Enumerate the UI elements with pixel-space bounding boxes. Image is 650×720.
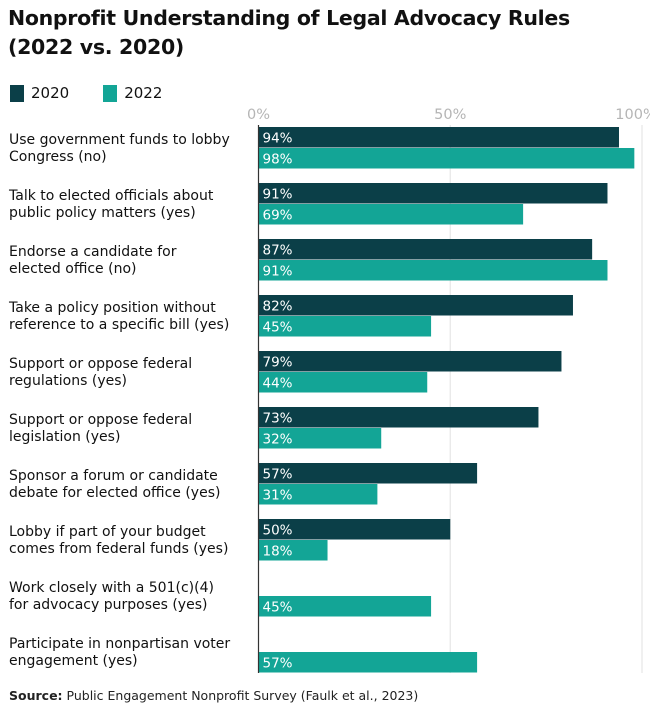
- data-label: 32%: [263, 432, 293, 448]
- category-label: Congress (no): [9, 149, 107, 165]
- bar-2022: [258, 652, 478, 673]
- bar-2020: [258, 463, 478, 484]
- category-label: engagement (yes): [9, 653, 138, 669]
- chart-title: Nonprofit Understanding of Legal Advocac…: [8, 4, 570, 62]
- source-note: Source: Public Engagement Nonprofit Surv…: [9, 688, 418, 703]
- category-label: reference to a specific bill (yes): [9, 317, 229, 333]
- bar-2022: [258, 540, 328, 561]
- data-label: 91%: [263, 187, 293, 203]
- legend-label-2020: 2020: [31, 84, 70, 102]
- legend-item-2020: 2020: [10, 84, 69, 102]
- category-label: Work closely with a 501(c)(4): [9, 580, 214, 596]
- category-label: debate for elected office (yes): [9, 485, 220, 501]
- bar-2022: [258, 372, 428, 393]
- data-label: 79%: [263, 355, 293, 371]
- data-label: 57%: [263, 656, 293, 672]
- category-label: elected office (no): [9, 261, 136, 277]
- data-label: 94%: [263, 131, 293, 147]
- category-label: Support or oppose federal: [9, 356, 192, 372]
- data-label: 44%: [263, 376, 293, 392]
- bar-2022: [258, 428, 382, 449]
- data-label: 50%: [263, 523, 293, 539]
- source-label: Source:: [9, 688, 63, 703]
- category-label: legislation (yes): [9, 429, 120, 445]
- category-label: Support or oppose federal: [9, 412, 192, 428]
- data-label: 98%: [263, 152, 293, 168]
- bar-2020: [258, 239, 593, 260]
- legend: 2020 2022: [10, 84, 162, 102]
- data-label: 91%: [263, 264, 293, 280]
- bar-2020: [258, 519, 451, 540]
- data-label: 45%: [263, 600, 293, 616]
- bar-2020: [258, 295, 573, 316]
- bar-2022: [258, 260, 608, 281]
- bar-2022: [258, 204, 524, 225]
- source-text: Public Engagement Nonprofit Survey (Faul…: [66, 688, 419, 703]
- x-tick-label: 0%: [247, 107, 270, 123]
- x-tick-label: 100%: [615, 107, 650, 123]
- bar-2022: [258, 148, 635, 169]
- data-label: 57%: [263, 467, 293, 483]
- data-label: 45%: [263, 320, 293, 336]
- bar-2022: [258, 596, 432, 617]
- category-label: for advocacy purposes (yes): [9, 597, 207, 613]
- title-line-1: Nonprofit Understanding of Legal Advocac…: [8, 6, 570, 30]
- legend-item-2022: 2022: [103, 84, 162, 102]
- data-label: 73%: [263, 411, 293, 427]
- data-label: 69%: [263, 208, 293, 224]
- bar-2022: [258, 484, 378, 505]
- category-label: public policy matters (yes): [9, 205, 196, 221]
- data-label: 82%: [263, 299, 293, 315]
- data-label: 18%: [263, 544, 293, 560]
- title-line-2: (2022 vs. 2020): [8, 35, 184, 59]
- category-label: Take a policy position without: [8, 300, 216, 316]
- bar-2022: [258, 316, 432, 337]
- legend-swatch-2020: [10, 84, 24, 102]
- bar-2020: [258, 183, 608, 204]
- category-label: Endorse a candidate for: [9, 244, 177, 260]
- category-label: comes from federal funds (yes): [9, 541, 228, 557]
- legend-swatch-2022: [103, 84, 118, 102]
- category-label: Participate in nonpartisan voter: [9, 636, 230, 652]
- bar-2020: [258, 407, 539, 428]
- category-label: Lobby if part of your budget: [9, 524, 206, 540]
- data-label: 31%: [263, 488, 293, 504]
- legend-label-2022: 2022: [124, 84, 163, 102]
- x-tick-label: 50%: [434, 107, 466, 123]
- category-label: Sponsor a forum or candidate: [9, 468, 218, 484]
- category-label: regulations (yes): [9, 373, 127, 389]
- bar-2020: [258, 351, 562, 372]
- bar-2020: [258, 127, 619, 148]
- category-label: Use government funds to lobby: [9, 132, 230, 148]
- data-label: 87%: [263, 243, 293, 259]
- category-label: Talk to elected officials about: [8, 188, 214, 204]
